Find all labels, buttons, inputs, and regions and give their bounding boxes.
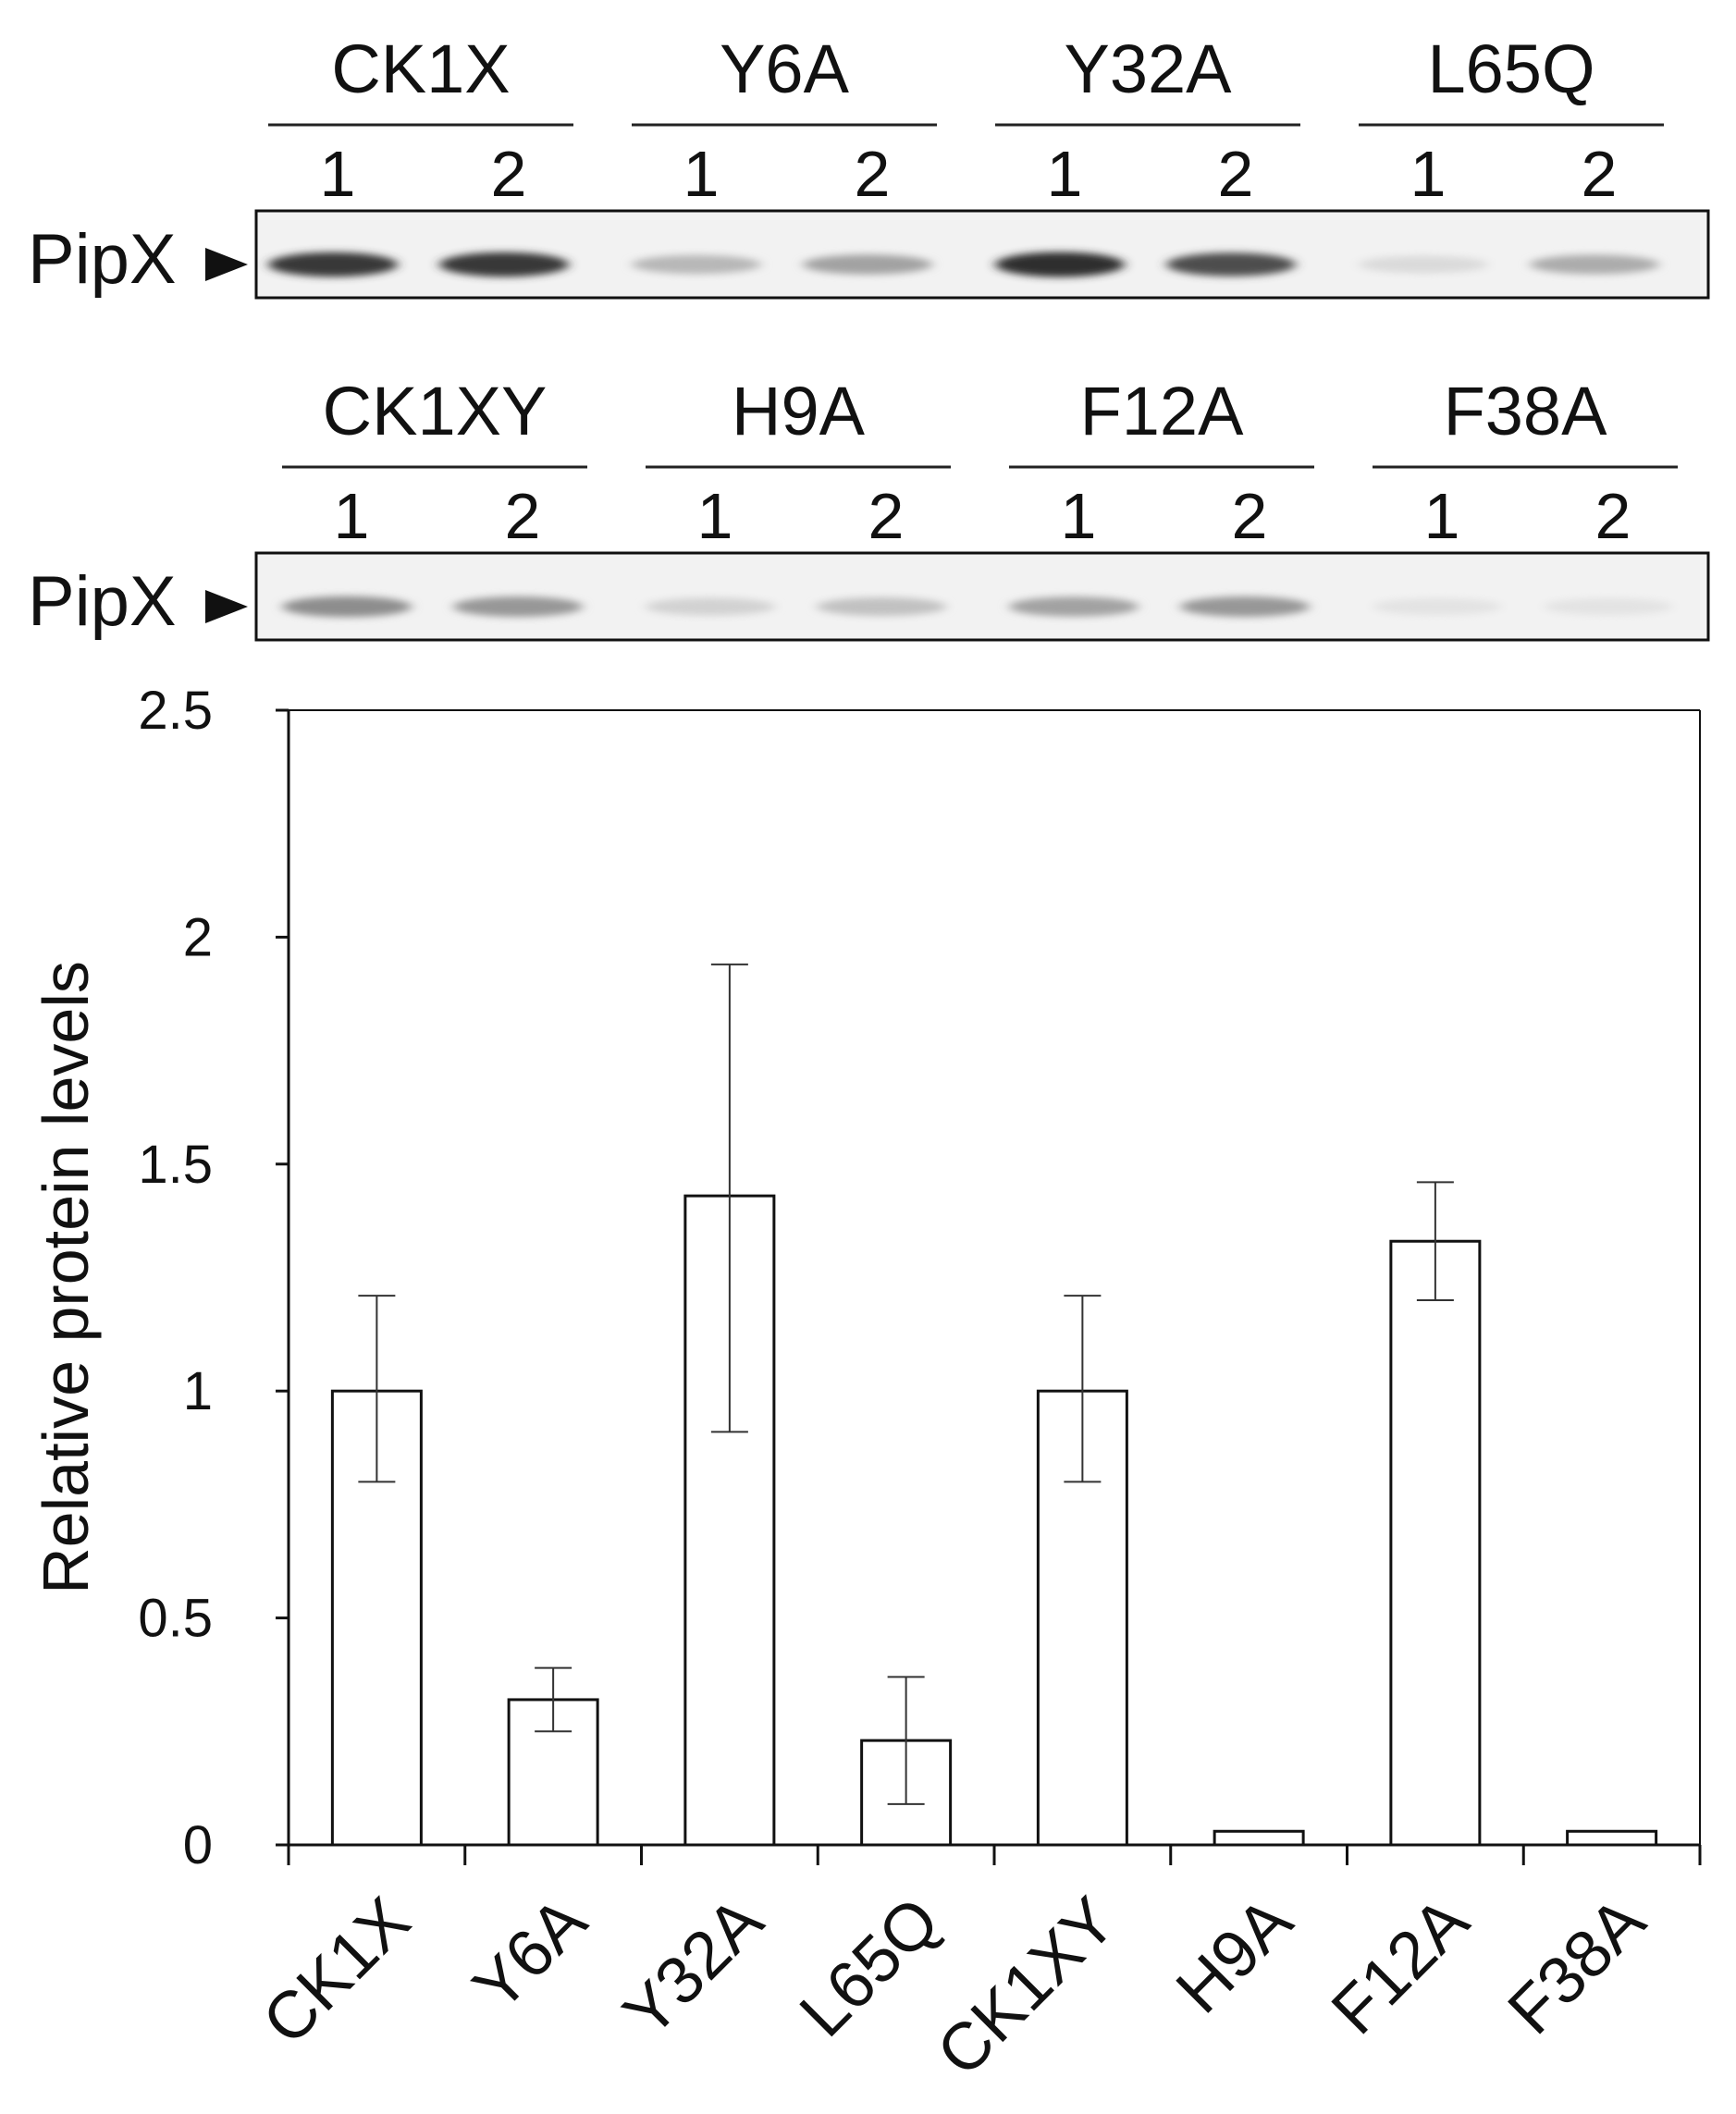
x-category-label: F12A <box>1318 1884 1483 2048</box>
x-category-label: F38A <box>1495 1884 1659 2048</box>
blot-membrane <box>256 553 1708 640</box>
bar-F12A <box>1389 1239 1482 1847</box>
blot-group-label: CK1XY <box>323 373 548 449</box>
blot-group-label: F12A <box>1080 373 1245 449</box>
protein-band <box>995 252 1125 277</box>
y-tick-label: 2.5 <box>138 681 213 741</box>
blot-border <box>254 551 1710 642</box>
lane-label: 2 <box>505 480 541 552</box>
blot-group-label: F38A <box>1444 373 1608 449</box>
lane-label: 1 <box>1410 138 1447 210</box>
bar-H9A <box>1213 1829 1305 1847</box>
x-category-label: H9A <box>1163 1884 1307 2028</box>
lane-label: 2 <box>491 138 527 210</box>
x-category-label: Y32A <box>609 1884 777 2051</box>
lane-label: 1 <box>1061 480 1097 552</box>
lane-label: 2 <box>868 480 905 552</box>
protein-band <box>632 254 761 275</box>
lane-label: 1 <box>1047 138 1083 210</box>
lane-label: 1 <box>334 480 370 552</box>
y-axis-title: Relative protein levels <box>30 961 102 1594</box>
protein-band <box>803 254 932 275</box>
bar-F38A <box>1566 1829 1658 1847</box>
blot-group-label: Y6A <box>720 31 850 107</box>
lane-label: 2 <box>1232 480 1268 552</box>
y-tick-label: 1 <box>183 1361 213 1421</box>
x-category-label: CK1XY <box>923 1884 1130 2091</box>
protein-band <box>268 252 398 277</box>
x-category-label: CK1X <box>249 1884 425 2059</box>
lane-label: 2 <box>1595 480 1631 552</box>
x-category-label: Y6A <box>460 1884 601 2025</box>
y-tick-label: 0.5 <box>138 1589 213 1649</box>
protein-band <box>1166 252 1296 277</box>
protein-band <box>1373 597 1502 616</box>
protein-band <box>1544 597 1673 616</box>
y-tick-label: 1.5 <box>138 1135 213 1195</box>
blot-group-label: H9A <box>732 373 866 449</box>
blot-group-label: L65Q <box>1427 31 1594 107</box>
protein-band <box>817 597 946 616</box>
lane-label: 2 <box>1218 138 1254 210</box>
lane-label: 2 <box>1582 138 1618 210</box>
protein-band <box>1359 255 1488 274</box>
protein-band <box>282 596 412 618</box>
lane-label: 1 <box>683 138 720 210</box>
band-arrow-icon <box>205 248 248 281</box>
band-label: PipX <box>28 220 177 299</box>
protein-band <box>1009 596 1139 617</box>
x-category-label: L65Q <box>786 1884 954 2051</box>
blot-border <box>254 209 1710 300</box>
band-label: PipX <box>28 562 177 641</box>
lane-label: 1 <box>697 480 733 552</box>
protein-band <box>453 596 583 617</box>
blot-group-label: Y32A <box>1064 31 1232 107</box>
protein-band <box>439 252 569 277</box>
protein-band <box>1180 596 1310 617</box>
protein-band <box>1530 254 1659 275</box>
y-tick-label: 2 <box>183 907 213 967</box>
blot-group-label: CK1X <box>331 31 510 107</box>
protein-band <box>646 597 775 616</box>
lane-label: 1 <box>1424 480 1460 552</box>
y-tick-label: 0 <box>183 1815 213 1875</box>
lane-label: 1 <box>320 138 356 210</box>
band-arrow-icon <box>205 590 248 623</box>
lane-label: 2 <box>855 138 891 210</box>
